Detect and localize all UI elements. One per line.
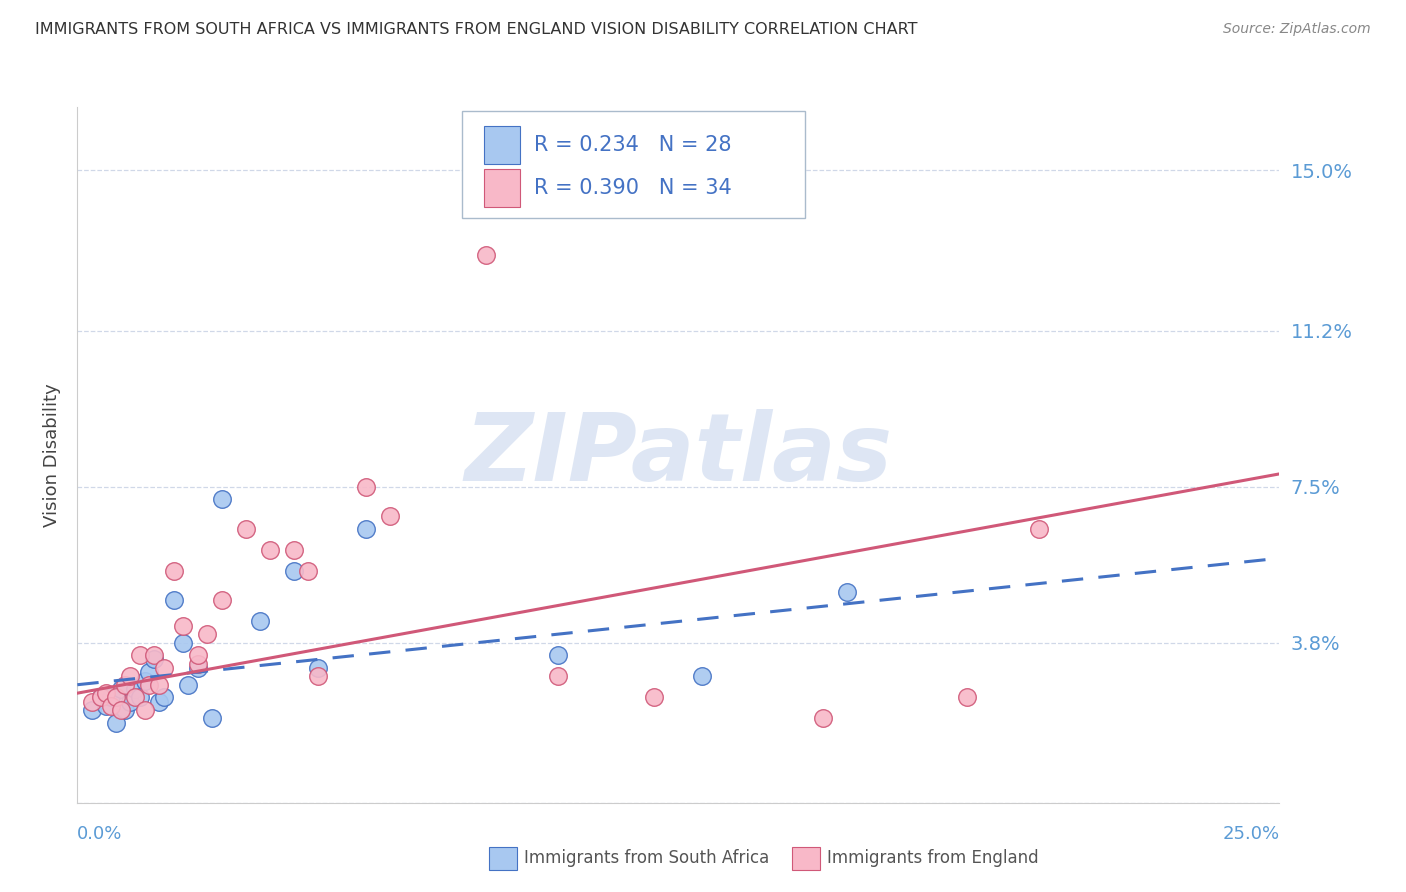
Point [80, 703, 103, 717]
Point [297, 564, 319, 578]
Text: Immigrants from South Africa: Immigrants from South Africa [524, 849, 769, 867]
Point [114, 678, 136, 692]
Point [835, 585, 858, 599]
Point [177, 678, 200, 692]
Point [956, 690, 979, 705]
Text: Source: ZipAtlas.com: Source: ZipAtlas.com [1223, 22, 1371, 37]
Point [307, 661, 329, 675]
Point [100, 690, 122, 705]
Point [475, 247, 498, 261]
Point [148, 695, 170, 709]
Point [354, 522, 377, 536]
FancyBboxPatch shape [484, 169, 520, 207]
Point [124, 681, 146, 696]
Point [100, 698, 122, 713]
Point [186, 661, 209, 675]
Point [547, 648, 569, 663]
Point [378, 509, 401, 524]
Point [90, 690, 112, 705]
Point [120, 669, 142, 683]
Point [104, 690, 127, 705]
Point [172, 618, 194, 632]
Point [110, 703, 132, 717]
Point [120, 695, 142, 709]
Point [96, 698, 118, 713]
Point [138, 665, 160, 679]
Point [172, 635, 194, 649]
Point [80, 695, 103, 709]
Point [259, 542, 281, 557]
Point [114, 703, 136, 717]
Point [124, 690, 146, 705]
Point [143, 648, 166, 663]
Point [692, 669, 714, 683]
Point [128, 690, 150, 705]
Point [134, 673, 156, 688]
Point [153, 690, 176, 705]
Point [283, 542, 305, 557]
Point [96, 686, 118, 700]
Point [162, 564, 184, 578]
Point [235, 522, 257, 536]
Text: IMMIGRANTS FROM SOUTH AFRICA VS IMMIGRANTS FROM ENGLAND VISION DISABILITY CORREL: IMMIGRANTS FROM SOUTH AFRICA VS IMMIGRAN… [35, 22, 918, 37]
Text: 25.0%: 25.0% [1222, 825, 1279, 843]
Point [128, 648, 150, 663]
Point [1028, 522, 1050, 536]
Point [153, 661, 176, 675]
Point [104, 715, 127, 730]
Point [148, 678, 170, 692]
Point [283, 564, 305, 578]
Point [307, 669, 329, 683]
Point [110, 681, 132, 696]
Point [211, 492, 233, 507]
Point [811, 711, 834, 725]
Text: R = 0.234   N = 28: R = 0.234 N = 28 [534, 135, 731, 155]
Point [195, 627, 218, 641]
Point [162, 593, 184, 607]
Point [138, 678, 160, 692]
Point [643, 690, 665, 705]
Point [186, 657, 209, 671]
Text: R = 0.390   N = 34: R = 0.390 N = 34 [534, 178, 733, 198]
Y-axis label: Vision Disability: Vision Disability [42, 383, 60, 527]
Point [211, 593, 233, 607]
Point [249, 615, 271, 629]
Point [354, 479, 377, 493]
Point [90, 690, 112, 705]
Text: ZIPatlas: ZIPatlas [464, 409, 893, 501]
Text: 0.0%: 0.0% [77, 825, 122, 843]
Point [547, 669, 569, 683]
FancyBboxPatch shape [484, 126, 520, 164]
Text: Immigrants from England: Immigrants from England [827, 849, 1039, 867]
Point [143, 652, 166, 666]
Point [186, 648, 209, 663]
Point [134, 703, 156, 717]
Point [201, 711, 224, 725]
FancyBboxPatch shape [463, 111, 804, 219]
